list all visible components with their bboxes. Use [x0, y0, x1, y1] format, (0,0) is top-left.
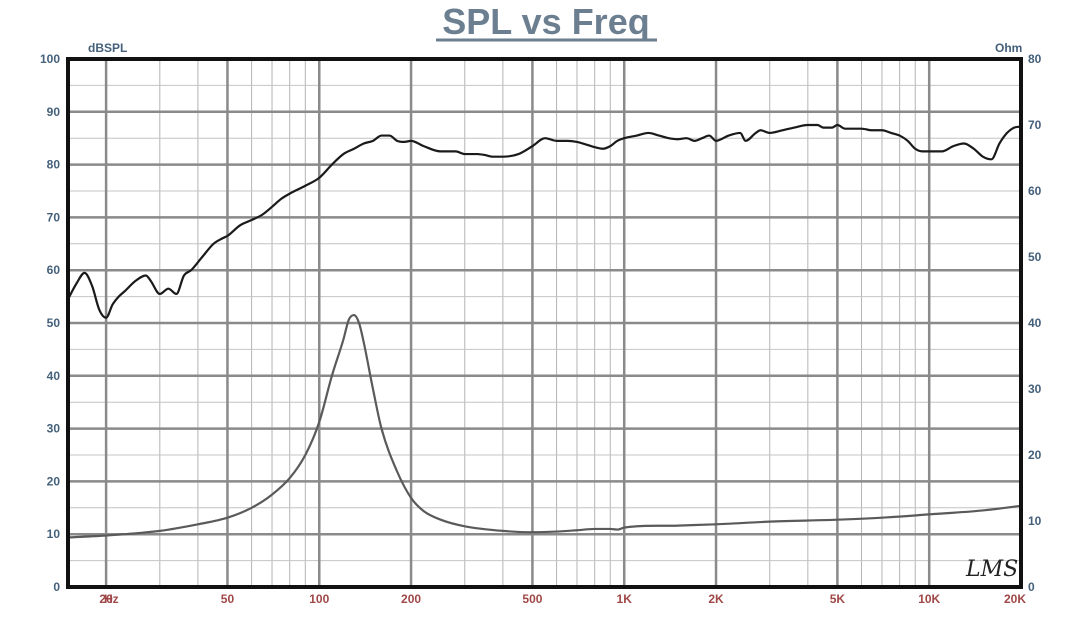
x-tick-label: 2K [708, 592, 724, 606]
x-tick-label: 200 [401, 592, 421, 606]
y2-tick-label: 70 [1028, 118, 1042, 132]
left-y-ticks: 0 10 20 30 40 50 60 70 80 90 100 [40, 52, 60, 594]
x-tick-label: 50 [221, 592, 235, 606]
x-tick-label: 20 [99, 592, 113, 606]
series-layer [67, 123, 1022, 539]
y-tick-label: 20 [47, 474, 61, 488]
y2-tick-label: 80 [1028, 52, 1042, 66]
y-tick-label: 30 [47, 422, 61, 436]
lms-logo: LMS [965, 557, 1018, 582]
y2-tick-label: 60 [1028, 184, 1042, 198]
x-tick-label: 10K [918, 592, 940, 606]
y2-tick-label: 30 [1028, 382, 1042, 396]
x-tick-label: 1K [617, 592, 633, 606]
x-ticks: 20 50 100 200 500 1K 2K 5K 10K 20K [99, 592, 1026, 606]
plot-frame [66, 57, 1023, 589]
right-y-ticks: 0 10 20 30 40 50 60 70 80 [1028, 52, 1042, 594]
y-tick-label: 100 [40, 52, 60, 66]
left-axis-unit: dBSPL [88, 41, 127, 55]
y-tick-label: 90 [47, 105, 61, 119]
y2-tick-label: 0 [1028, 580, 1035, 594]
y2-tick-label: 20 [1028, 448, 1042, 462]
y-tick-label: 60 [47, 263, 61, 277]
right-axis-unit: Ohm [995, 41, 1022, 55]
y-tick-label: 40 [47, 369, 61, 383]
y-tick-label: 80 [47, 158, 61, 172]
y-tick-label: 0 [53, 580, 60, 594]
y-tick-label: 10 [47, 527, 61, 541]
x-tick-label: 500 [522, 592, 542, 606]
y2-tick-label: 40 [1028, 316, 1042, 330]
spl-curve [67, 123, 1022, 319]
x-tick-label: 100 [309, 592, 329, 606]
x-tick-label: 5K [830, 592, 846, 606]
impedance-curve [67, 313, 1022, 539]
y-tick-label: 70 [47, 210, 61, 224]
y2-tick-label: 50 [1028, 250, 1042, 264]
x-tick-label: 20K [1004, 592, 1026, 606]
y-tick-label: 50 [47, 316, 61, 330]
chart-title: SPL vs Freq [442, 1, 649, 42]
y2-tick-label: 10 [1028, 514, 1042, 528]
x-axis-unit: Hz [104, 592, 119, 606]
